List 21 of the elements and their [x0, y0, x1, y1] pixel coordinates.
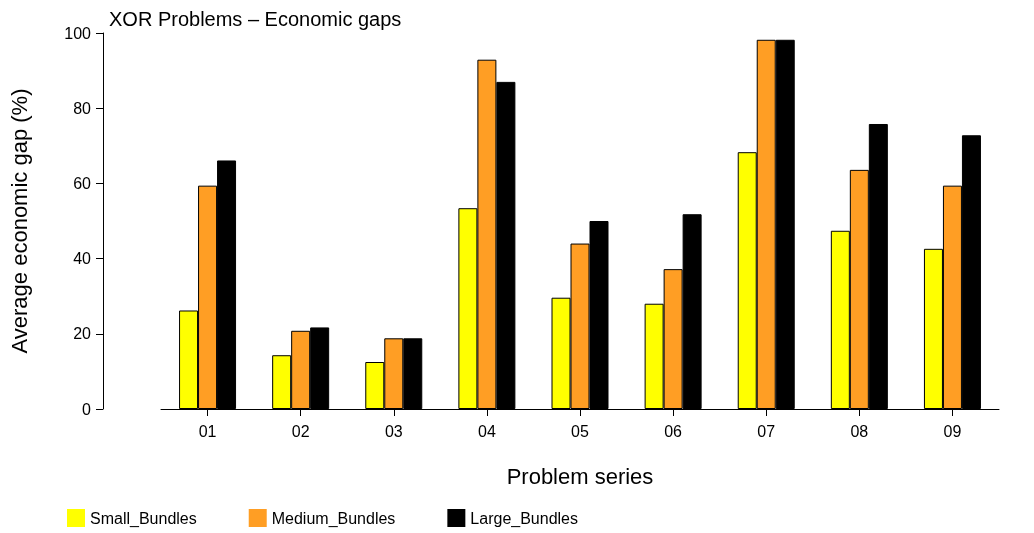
x-tick-label: 08	[850, 422, 869, 440]
y-tick-label: 40	[73, 250, 92, 268]
y-tick-label: 0	[82, 400, 92, 418]
x-tick-label: 04	[477, 422, 496, 440]
x-tick-label: 02	[291, 422, 310, 440]
x-tick-label: 05	[571, 422, 589, 440]
y-axis-title: Average economic gap (%)	[6, 88, 32, 354]
x-tick-label: 06	[664, 422, 683, 440]
y-tick-label: 80	[73, 99, 92, 117]
y-tick-label: 60	[73, 174, 92, 192]
y-tick-label: 100	[64, 24, 92, 42]
x-tick-label: 01	[198, 422, 217, 440]
y-tick-label: 20	[73, 325, 92, 343]
legend-label: Large_Bundles	[470, 509, 578, 528]
x-tick-label: 07	[757, 422, 776, 440]
chart-title: XOR Problems – Economic gaps	[109, 8, 402, 30]
legend-label: Medium_Bundles	[271, 509, 396, 528]
legend-label: Small_Bundles	[90, 509, 197, 528]
x-axis-title: Problem series	[506, 463, 654, 489]
x-tick-label: 03	[384, 422, 403, 440]
x-tick-label: 09	[943, 422, 962, 440]
